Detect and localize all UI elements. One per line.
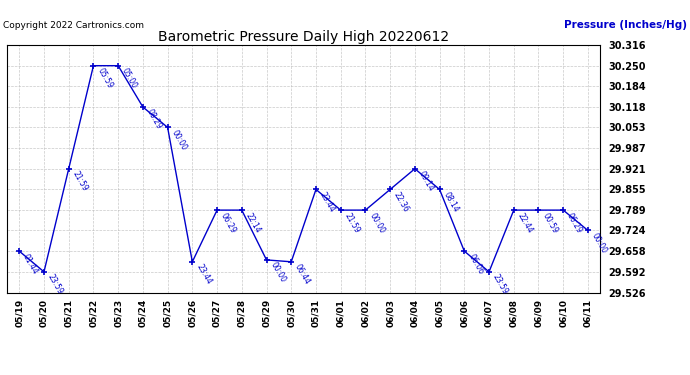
Text: Copyright 2022 Cartronics.com: Copyright 2022 Cartronics.com: [3, 21, 144, 30]
Text: 00:00: 00:00: [590, 231, 609, 255]
Text: 06:44: 06:44: [293, 263, 312, 286]
Text: 06:29: 06:29: [565, 211, 584, 234]
Text: 00:00: 00:00: [367, 211, 386, 235]
Text: 23:44: 23:44: [318, 190, 337, 214]
Text: 06:06: 06:06: [466, 252, 485, 276]
Text: 23:59: 23:59: [46, 273, 65, 296]
Text: 22:36: 22:36: [392, 190, 411, 214]
Text: 00:00: 00:00: [170, 128, 188, 152]
Text: 22:14: 22:14: [244, 211, 262, 234]
Text: 01:44: 01:44: [21, 252, 40, 276]
Text: 22:44: 22:44: [515, 211, 535, 234]
Text: 23:44: 23:44: [195, 263, 213, 286]
Text: 21:59: 21:59: [70, 170, 90, 193]
Text: 06:29: 06:29: [219, 211, 238, 234]
Text: 05:59: 05:59: [95, 67, 115, 90]
Text: 08:29: 08:29: [145, 108, 164, 131]
Text: Pressure (Inches/Hg): Pressure (Inches/Hg): [564, 20, 687, 30]
Text: 09:14: 09:14: [417, 170, 435, 193]
Text: 23:59: 23:59: [491, 273, 510, 296]
Text: 21:59: 21:59: [343, 211, 362, 234]
Text: 00:59: 00:59: [540, 211, 560, 235]
Text: 08:14: 08:14: [442, 190, 460, 214]
Title: Barometric Pressure Daily High 20220612: Barometric Pressure Daily High 20220612: [158, 30, 449, 44]
Text: 00:00: 00:00: [268, 261, 287, 284]
Text: 05:00: 05:00: [120, 67, 139, 90]
